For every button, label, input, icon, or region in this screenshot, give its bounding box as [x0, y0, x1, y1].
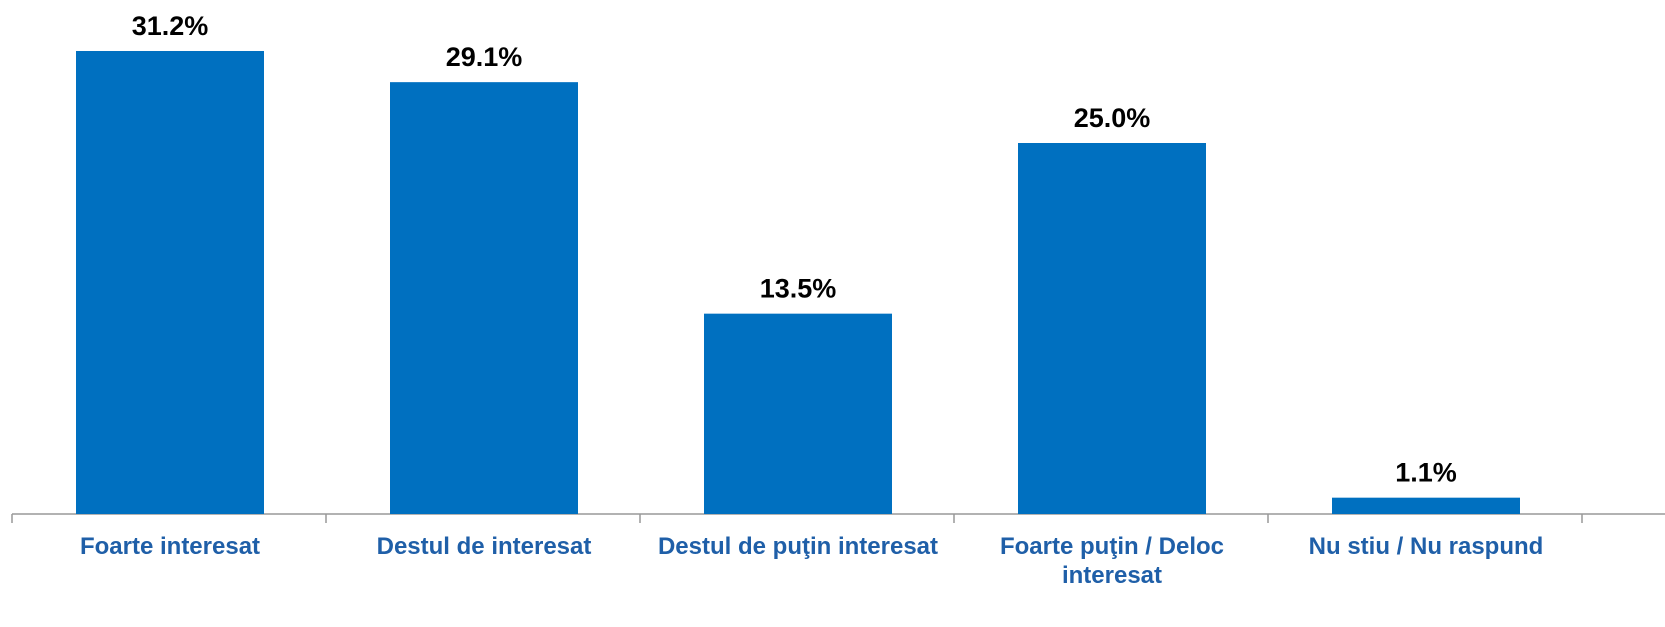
value-label: 29.1%	[446, 42, 523, 72]
bar	[76, 50, 264, 514]
value-label: 31.2%	[132, 11, 209, 41]
x-tick-label: Destul de puţin interesat	[657, 533, 939, 560]
value-label: 1.1%	[1395, 458, 1457, 488]
value-label: 13.5%	[760, 274, 837, 304]
x-tick-label: Nu stiu / Nu raspund	[1308, 533, 1544, 560]
x-tick-label: Destul de interesat	[376, 533, 592, 560]
bar	[704, 313, 892, 514]
value-label: 25.0%	[1074, 103, 1151, 133]
bar	[1018, 143, 1206, 514]
bar	[390, 82, 578, 514]
x-tick-label: Foarte interesat	[79, 533, 261, 560]
x-tick-label: Foarte puţin / Deloc interesat	[999, 533, 1224, 589]
bar	[1332, 497, 1520, 514]
